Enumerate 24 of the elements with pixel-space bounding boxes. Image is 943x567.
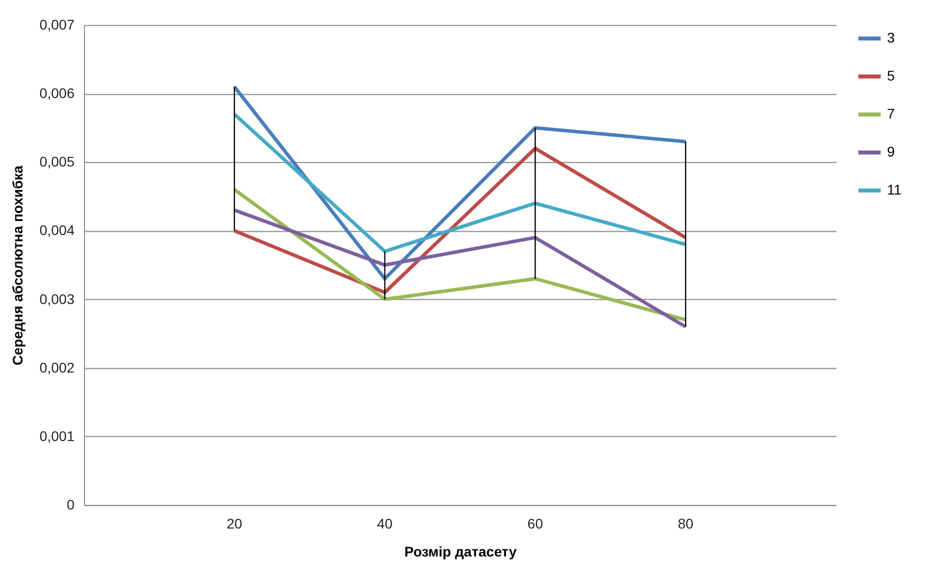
line-series	[232, 112, 688, 254]
line-series	[232, 188, 688, 322]
y-tick-label: 0,001	[39, 428, 75, 444]
legend-label: 9	[887, 144, 895, 160]
line-series	[232, 208, 688, 328]
legend-label: 3	[887, 30, 895, 46]
line-series	[232, 84, 688, 280]
y-tick-label: 0	[66, 496, 75, 512]
legend-label: 11	[887, 182, 902, 198]
x-tick-label: 60	[527, 516, 544, 532]
y-tick-label: 0,003	[39, 290, 75, 307]
y-tick-label: 0,006	[39, 85, 75, 102]
x-axis-title: Розмір датасету	[404, 544, 517, 560]
y-tick-label: 0,004	[39, 222, 75, 238]
y-axis-title: Середня абсолютна похибка	[9, 165, 26, 366]
x-tick-label: 20	[226, 516, 242, 532]
legend-label: 5	[887, 68, 895, 84]
y-tick-label: 0,005	[39, 154, 75, 170]
line-series	[232, 146, 688, 294]
y-tick-label: 0,002	[39, 359, 75, 376]
y-tick-label: 0,007	[39, 16, 75, 32]
x-tick-label: 40	[377, 516, 393, 532]
legend-label: 7	[887, 106, 895, 122]
x-tick-label: 80	[678, 516, 694, 532]
